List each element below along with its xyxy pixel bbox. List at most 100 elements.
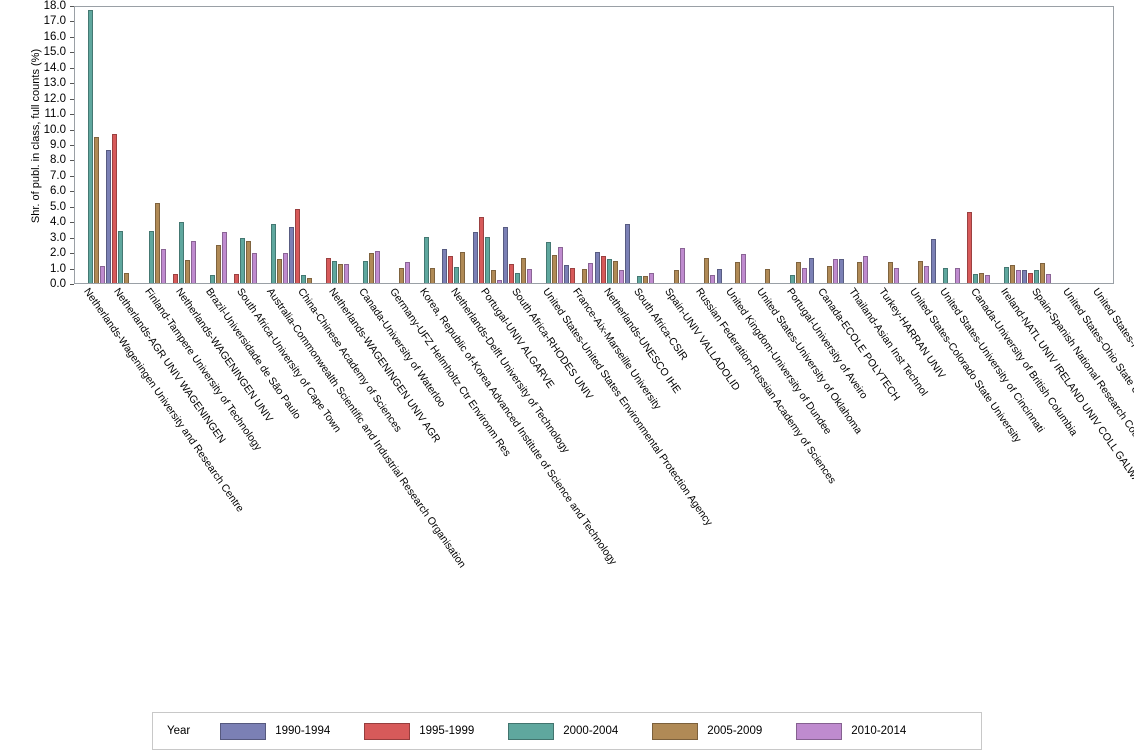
legend-label: 2005-2009 <box>707 725 763 737</box>
bar <box>93 137 99 283</box>
bar-group <box>625 7 656 283</box>
bar-group <box>441 7 472 283</box>
x-tick-label: Korea, Republic of-Korea Advanced Instit… <box>417 286 620 568</box>
bar <box>368 252 374 283</box>
bar <box>240 238 246 283</box>
legend-item[interactable]: 1995-1999 <box>364 722 474 740</box>
y-tick-mark <box>70 83 74 85</box>
bar-group <box>716 7 747 283</box>
bar <box>509 263 515 283</box>
bar <box>179 222 185 283</box>
bar <box>289 227 295 283</box>
y-tick-mark <box>70 160 74 162</box>
bar <box>521 257 527 283</box>
x-tick-label: Netherlands-AGR UNIV WAGENINGEN <box>111 286 229 446</box>
bar <box>209 274 215 283</box>
y-tick-mark <box>70 67 74 69</box>
legend-item[interactable]: 2005-2009 <box>652 722 763 740</box>
bar <box>124 272 130 283</box>
bar-group <box>747 7 778 283</box>
y-tick-label: 5.0 <box>50 200 66 213</box>
y-axis-ticks: 0.0 1.0 2.0 3.0 4.0 5.0 6.0 7.0 8.0 9.0 10.0 11.0 12… <box>0 0 74 290</box>
legend-item[interactable]: 1990-1994 <box>220 722 331 740</box>
y-tick-label: 3.0 <box>50 231 66 244</box>
bar <box>765 269 771 283</box>
y-tick-mark <box>70 222 74 224</box>
y-tick-label: 14.0 <box>43 61 66 74</box>
bar-group <box>991 7 1022 283</box>
bar <box>154 202 160 283</box>
bar <box>600 255 606 283</box>
x-tick-label: Russian Federation-Russian Academy of Sc… <box>692 286 838 487</box>
bar <box>637 276 643 283</box>
bar-group <box>289 7 320 283</box>
bar <box>282 252 288 283</box>
bar <box>246 240 252 283</box>
x-tick-label: Netherlands-WAGENINGEN UNIV AGR <box>325 286 443 446</box>
bar <box>930 238 936 283</box>
bar-group <box>197 7 228 283</box>
bar <box>344 263 350 283</box>
bar-group <box>655 7 686 283</box>
bar <box>973 273 979 283</box>
y-tick-label: 1.0 <box>50 262 66 275</box>
bar-group <box>594 7 625 283</box>
bar <box>87 9 93 283</box>
legend-label: 2010-2014 <box>851 725 907 737</box>
bar <box>704 258 710 283</box>
bar <box>332 260 338 283</box>
bar-group <box>777 7 808 283</box>
bar <box>1028 272 1034 283</box>
bar-group <box>380 7 411 283</box>
y-tick-label: 10.0 <box>43 123 66 136</box>
y-tick-label: 18.0 <box>43 0 66 12</box>
bar <box>801 267 807 283</box>
plot-area <box>74 6 1114 284</box>
legend-items: 1990-1994 1995-1999 2000-2004 2005-2009 2010… <box>220 722 940 740</box>
bar <box>789 274 795 283</box>
y-tick-label: 12.0 <box>43 92 66 105</box>
bar <box>1003 266 1009 283</box>
bar-group <box>686 7 717 283</box>
legend-label: 1990-1994 <box>275 725 331 737</box>
bar <box>918 261 924 283</box>
bar <box>429 267 435 283</box>
bar <box>588 262 594 283</box>
y-tick-label: 4.0 <box>50 216 66 229</box>
bar <box>893 268 899 283</box>
bar-group <box>1083 7 1114 283</box>
bar <box>1015 269 1021 283</box>
legend-item[interactable]: 2010-2014 <box>796 722 907 740</box>
bar <box>276 259 282 283</box>
legend-swatch <box>508 722 555 740</box>
bar <box>270 223 276 283</box>
legend-item[interactable]: 2000-2004 <box>508 722 618 740</box>
bar <box>1009 265 1015 283</box>
bar-group <box>1052 7 1083 283</box>
bar <box>954 267 960 283</box>
bar-group <box>75 7 106 283</box>
y-tick-label: 9.0 <box>50 139 66 151</box>
bar <box>564 265 570 283</box>
bar <box>734 262 740 283</box>
legend-swatch <box>364 722 411 740</box>
bar <box>979 272 985 283</box>
bar <box>221 232 227 283</box>
bar <box>1040 262 1046 283</box>
bar <box>118 231 124 283</box>
bar <box>710 274 716 283</box>
y-tick-label: 11.0 <box>44 108 66 121</box>
bar-group <box>808 7 839 283</box>
bar <box>795 262 801 283</box>
y-tick-mark <box>70 253 74 255</box>
bar <box>527 269 533 283</box>
y-tick-mark <box>70 6 74 7</box>
legend-swatch <box>652 722 699 740</box>
bar-groups <box>75 7 1113 283</box>
y-tick-mark <box>70 36 74 38</box>
x-tick-label: South Africa-CSIR <box>631 286 691 363</box>
bar <box>606 259 612 283</box>
bar <box>582 269 588 283</box>
bar <box>557 247 563 283</box>
bar <box>503 227 509 283</box>
